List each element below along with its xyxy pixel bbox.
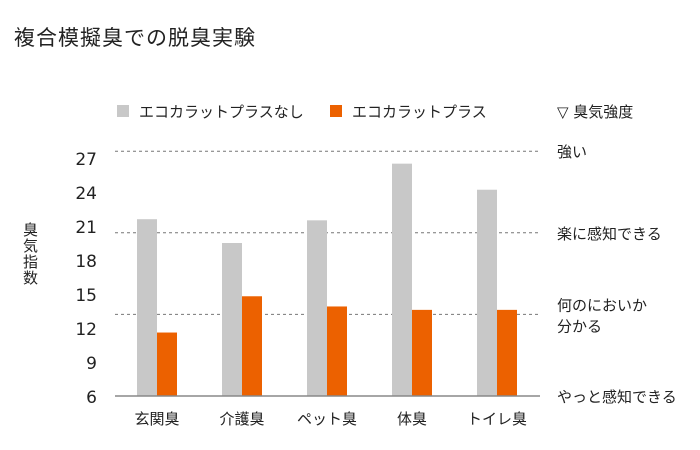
y-tick-label: 27 bbox=[75, 150, 97, 170]
legend-swatch bbox=[117, 105, 129, 117]
bar-without-0 bbox=[137, 219, 157, 396]
y-tick-label: 18 bbox=[75, 252, 97, 272]
bar-without-2 bbox=[307, 220, 327, 396]
y-tick-label: 21 bbox=[75, 218, 97, 238]
y-tick-label: 15 bbox=[75, 286, 97, 306]
x-tick-label: ペット臭 bbox=[297, 410, 357, 428]
intensity-label: やっと感知できる bbox=[557, 388, 677, 406]
y-axis-label: 臭気指数 bbox=[21, 222, 39, 286]
legend-swatch bbox=[330, 105, 342, 117]
y-tick-label: 9 bbox=[86, 354, 97, 374]
y-tick-label: 24 bbox=[75, 184, 97, 204]
bar-with-0 bbox=[157, 332, 177, 396]
x-tick-label: 介護臭 bbox=[219, 410, 264, 428]
intensity-label: 何のにおいか分かる bbox=[557, 296, 647, 335]
chart-title: 複合模擬臭での脱臭実験 bbox=[14, 26, 256, 50]
bar-with-2 bbox=[327, 306, 347, 396]
bar-with-1 bbox=[242, 296, 262, 396]
bar-without-1 bbox=[222, 243, 242, 396]
intensity-label: 強い bbox=[557, 143, 587, 161]
x-tick-label: 玄関臭 bbox=[134, 410, 179, 428]
bar-with-4 bbox=[497, 309, 517, 396]
x-tick-label: 体臭 bbox=[397, 410, 427, 428]
x-tick-label: トイレ臭 bbox=[467, 410, 527, 428]
intensity-label: 楽に感知できる bbox=[557, 225, 662, 243]
bar-with-3 bbox=[412, 309, 432, 396]
y-tick-label: 12 bbox=[75, 320, 97, 340]
legend-label: エコカラットプラス bbox=[352, 103, 487, 121]
bar-without-4 bbox=[477, 189, 497, 396]
legend-label: エコカラットプラスなし bbox=[139, 103, 304, 121]
y-tick-label: 6 bbox=[86, 388, 97, 408]
bar-without-3 bbox=[392, 163, 412, 396]
intensity-legend: ▽ 臭気強度 bbox=[557, 103, 633, 121]
